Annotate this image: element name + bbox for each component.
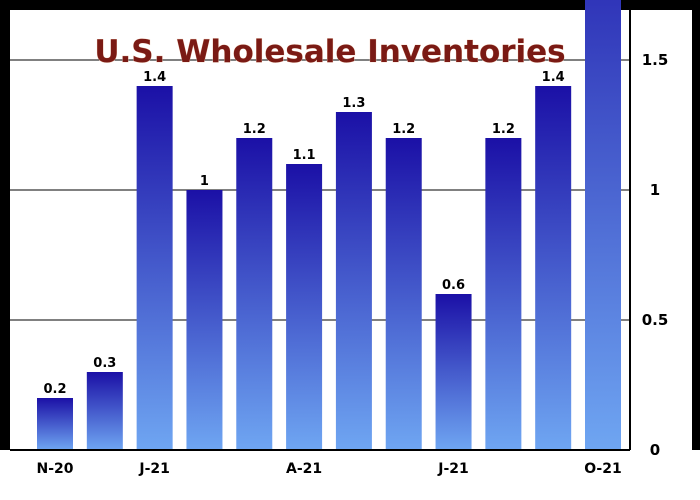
bar bbox=[585, 0, 621, 450]
y-tick-label: 0 bbox=[650, 441, 660, 459]
bar bbox=[485, 138, 522, 450]
data-label: 1.2 bbox=[243, 122, 266, 137]
y-tick-label: 1.5 bbox=[642, 51, 669, 69]
bar bbox=[86, 372, 123, 450]
data-label: 1.4 bbox=[542, 70, 565, 85]
data-label: 1.4 bbox=[143, 70, 166, 85]
y-tick-label: 0.5 bbox=[642, 311, 669, 329]
data-label: 0.6 bbox=[442, 278, 465, 293]
data-label: 1.3 bbox=[342, 96, 365, 111]
data-label: 1 bbox=[200, 174, 209, 189]
bar bbox=[435, 294, 472, 450]
data-label: 0.2 bbox=[43, 382, 66, 397]
data-label: 0.3 bbox=[93, 356, 116, 371]
bar bbox=[385, 138, 422, 450]
x-tick-label: J-21 bbox=[138, 461, 170, 477]
data-labels: 0.20.31.411.21.11.31.20.61.21.42.3 bbox=[43, 70, 565, 397]
bar bbox=[186, 190, 223, 450]
bars bbox=[37, 0, 621, 450]
y-axis-band bbox=[630, 10, 692, 500]
data-label: 1.2 bbox=[392, 122, 415, 137]
bar bbox=[535, 86, 572, 450]
bar bbox=[236, 138, 273, 450]
chart-title: U.S. Wholesale Inventories bbox=[94, 34, 565, 70]
x-tick-label: J-21 bbox=[437, 461, 469, 477]
bar bbox=[286, 164, 323, 450]
y-tick-label: 1 bbox=[650, 181, 660, 199]
data-label: 1.1 bbox=[293, 148, 316, 163]
y-tick-labels: 00.511.522.5 bbox=[642, 51, 669, 459]
x-axis-band bbox=[0, 450, 700, 500]
bar bbox=[335, 112, 372, 450]
x-tick-labels: N-20 J-21 A-21 J-21 O-21 bbox=[36, 461, 621, 477]
data-label: 1.2 bbox=[492, 122, 515, 137]
bar bbox=[136, 86, 173, 450]
x-tick-label: A-21 bbox=[286, 461, 322, 477]
x-tick-label: O-21 bbox=[584, 461, 621, 477]
bar bbox=[37, 398, 73, 450]
x-tick-label: N-20 bbox=[36, 461, 73, 477]
